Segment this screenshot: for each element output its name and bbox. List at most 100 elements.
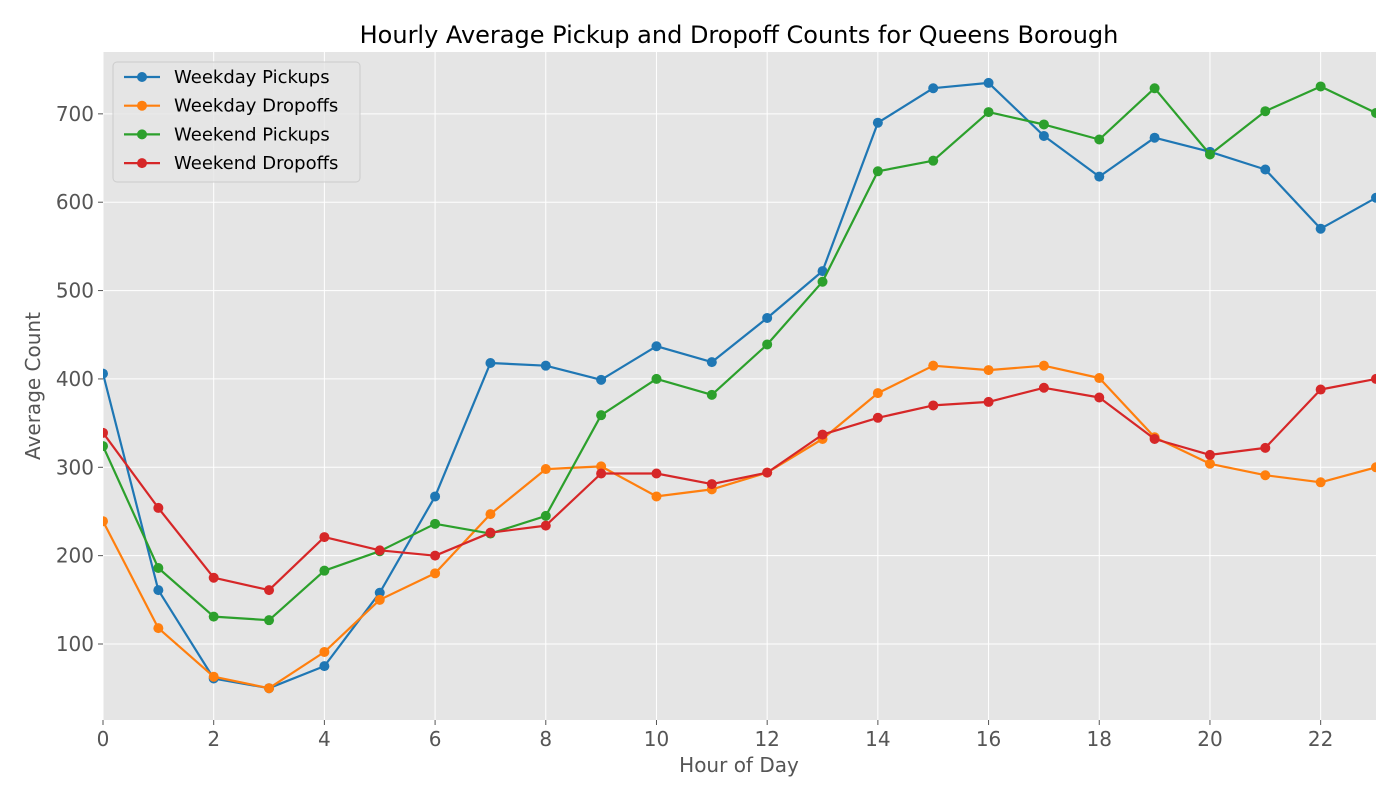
data-point-weekend-pickups	[264, 615, 275, 626]
legend-marker-weekday-dropoffs	[137, 100, 147, 111]
data-point-weekday-dropoffs	[983, 365, 994, 376]
data-point-weekend-pickups	[430, 518, 441, 529]
data-point-weekday-pickups	[817, 266, 828, 277]
data-point-weekday-dropoffs	[103, 516, 108, 527]
x-tick-label: 6	[429, 727, 442, 751]
data-point-weekend-dropoffs	[872, 412, 883, 423]
x-tick-label: 22	[1308, 727, 1333, 751]
data-point-weekday-dropoffs	[319, 646, 330, 657]
x-axis-label: Hour of Day	[679, 753, 799, 777]
data-point-weekday-dropoffs	[651, 491, 662, 502]
data-point-weekday-pickups	[1371, 192, 1376, 203]
plot-area: 0 2 4 6 8 10 12 14 16 18 20 22 100 200 300 400 500 600 700…	[56, 52, 1376, 751]
data-point-weekday-dropoffs	[928, 360, 939, 371]
x-tick-label: 16	[976, 727, 1001, 751]
data-point-weekend-pickups	[1315, 81, 1326, 92]
data-point-weekday-dropoffs	[153, 623, 164, 634]
data-point-weekend-pickups	[651, 373, 662, 384]
legend-marker-weekday-pickups	[137, 72, 147, 82]
x-tick-label: 14	[865, 727, 890, 751]
chart-title: Hourly Average Pickup and Dropoff Counts…	[360, 21, 1119, 49]
data-point-weekday-dropoffs	[1371, 462, 1376, 473]
data-point-weekend-pickups	[762, 339, 773, 350]
data-point-weekday-pickups	[983, 77, 994, 88]
data-point-weekend-dropoffs	[1204, 449, 1215, 460]
data-point-weekday-pickups	[872, 117, 883, 128]
data-point-weekday-pickups	[1149, 132, 1160, 143]
data-point-weekend-dropoffs	[817, 429, 828, 440]
data-point-weekend-pickups	[540, 510, 551, 521]
data-point-weekday-pickups	[651, 341, 662, 352]
x-tick-label: 4	[318, 727, 331, 751]
data-point-weekday-pickups	[319, 661, 330, 672]
data-point-weekend-dropoffs	[374, 545, 385, 556]
data-point-weekday-pickups	[1260, 164, 1271, 175]
data-point-weekend-dropoffs	[319, 532, 330, 543]
data-point-weekend-dropoffs	[1260, 442, 1271, 453]
data-point-weekday-dropoffs	[540, 464, 551, 475]
data-point-weekday-dropoffs	[1038, 360, 1049, 371]
data-point-weekend-pickups	[153, 563, 164, 574]
data-point-weekend-dropoffs	[928, 400, 939, 411]
data-point-weekday-pickups	[430, 491, 441, 502]
data-point-weekend-pickups	[817, 276, 828, 287]
data-point-weekend-pickups	[596, 410, 607, 421]
data-point-weekend-dropoffs	[1371, 373, 1376, 384]
data-point-weekend-dropoffs	[485, 527, 496, 538]
x-tick-label: 8	[539, 727, 552, 751]
data-point-weekday-dropoffs	[1204, 458, 1215, 469]
y-tick-label: 500	[56, 279, 94, 303]
x-tick-label: 10	[644, 727, 669, 751]
y-tick-label: 300	[56, 455, 94, 479]
data-point-weekend-pickups	[983, 107, 994, 118]
data-point-weekend-dropoffs	[1038, 382, 1049, 393]
data-point-weekday-pickups	[1038, 130, 1049, 141]
data-point-weekday-pickups	[540, 360, 551, 371]
y-tick-label: 100	[56, 632, 94, 656]
x-tick-label: 20	[1197, 727, 1222, 751]
data-point-weekend-pickups	[1371, 107, 1376, 118]
data-point-weekend-pickups	[1094, 134, 1105, 145]
data-point-weekend-pickups	[208, 611, 219, 622]
data-point-weekday-dropoffs	[264, 683, 275, 694]
data-point-weekday-pickups	[762, 312, 773, 323]
data-point-weekend-dropoffs	[208, 572, 219, 583]
data-point-weekend-dropoffs	[1149, 434, 1160, 445]
data-point-weekday-pickups	[485, 358, 496, 369]
data-point-weekday-pickups	[706, 357, 717, 368]
legend-marker-weekend-pickups	[137, 129, 147, 140]
data-point-weekday-pickups	[1315, 223, 1326, 234]
data-point-weekday-pickups	[153, 585, 164, 596]
data-point-weekend-pickups	[1204, 149, 1215, 160]
data-point-weekday-dropoffs	[872, 388, 883, 399]
legend-label-weekday-dropoffs: Weekday Dropoffs	[174, 96, 338, 117]
data-point-weekend-dropoffs	[983, 396, 994, 407]
series-line-weekday-pickups	[103, 81, 1376, 690]
legend-label-weekend-dropoffs: Weekend Dropoffs	[174, 153, 338, 174]
data-point-weekday-pickups	[103, 368, 108, 379]
data-point-weekday-pickups	[928, 83, 939, 94]
data-point-weekend-pickups	[1260, 106, 1271, 117]
x-tick-label: 0	[97, 727, 110, 751]
data-point-weekend-dropoffs	[1094, 392, 1105, 403]
x-tick-label: 18	[1087, 727, 1112, 751]
legend-box	[112, 61, 361, 183]
x-tick-label: 2	[207, 727, 220, 751]
data-point-weekend-pickups	[1149, 83, 1160, 94]
data-point-weekend-dropoffs	[1315, 384, 1326, 395]
series-group	[103, 77, 1376, 694]
data-point-weekend-dropoffs	[264, 585, 275, 596]
legend-label-weekday-pickups: Weekday Pickups	[174, 67, 330, 88]
data-point-weekend-dropoffs	[430, 550, 441, 561]
series-line-weekend-dropoffs	[103, 377, 1376, 592]
data-point-weekday-pickups	[596, 374, 607, 385]
data-point-weekend-pickups	[706, 389, 717, 400]
data-point-weekend-pickups	[319, 565, 330, 576]
data-point-weekday-pickups	[1094, 171, 1105, 182]
data-point-weekend-dropoffs	[651, 468, 662, 479]
y-tick-label: 200	[56, 544, 94, 568]
data-point-weekend-pickups	[1038, 119, 1049, 130]
data-point-weekday-dropoffs	[1315, 477, 1326, 488]
